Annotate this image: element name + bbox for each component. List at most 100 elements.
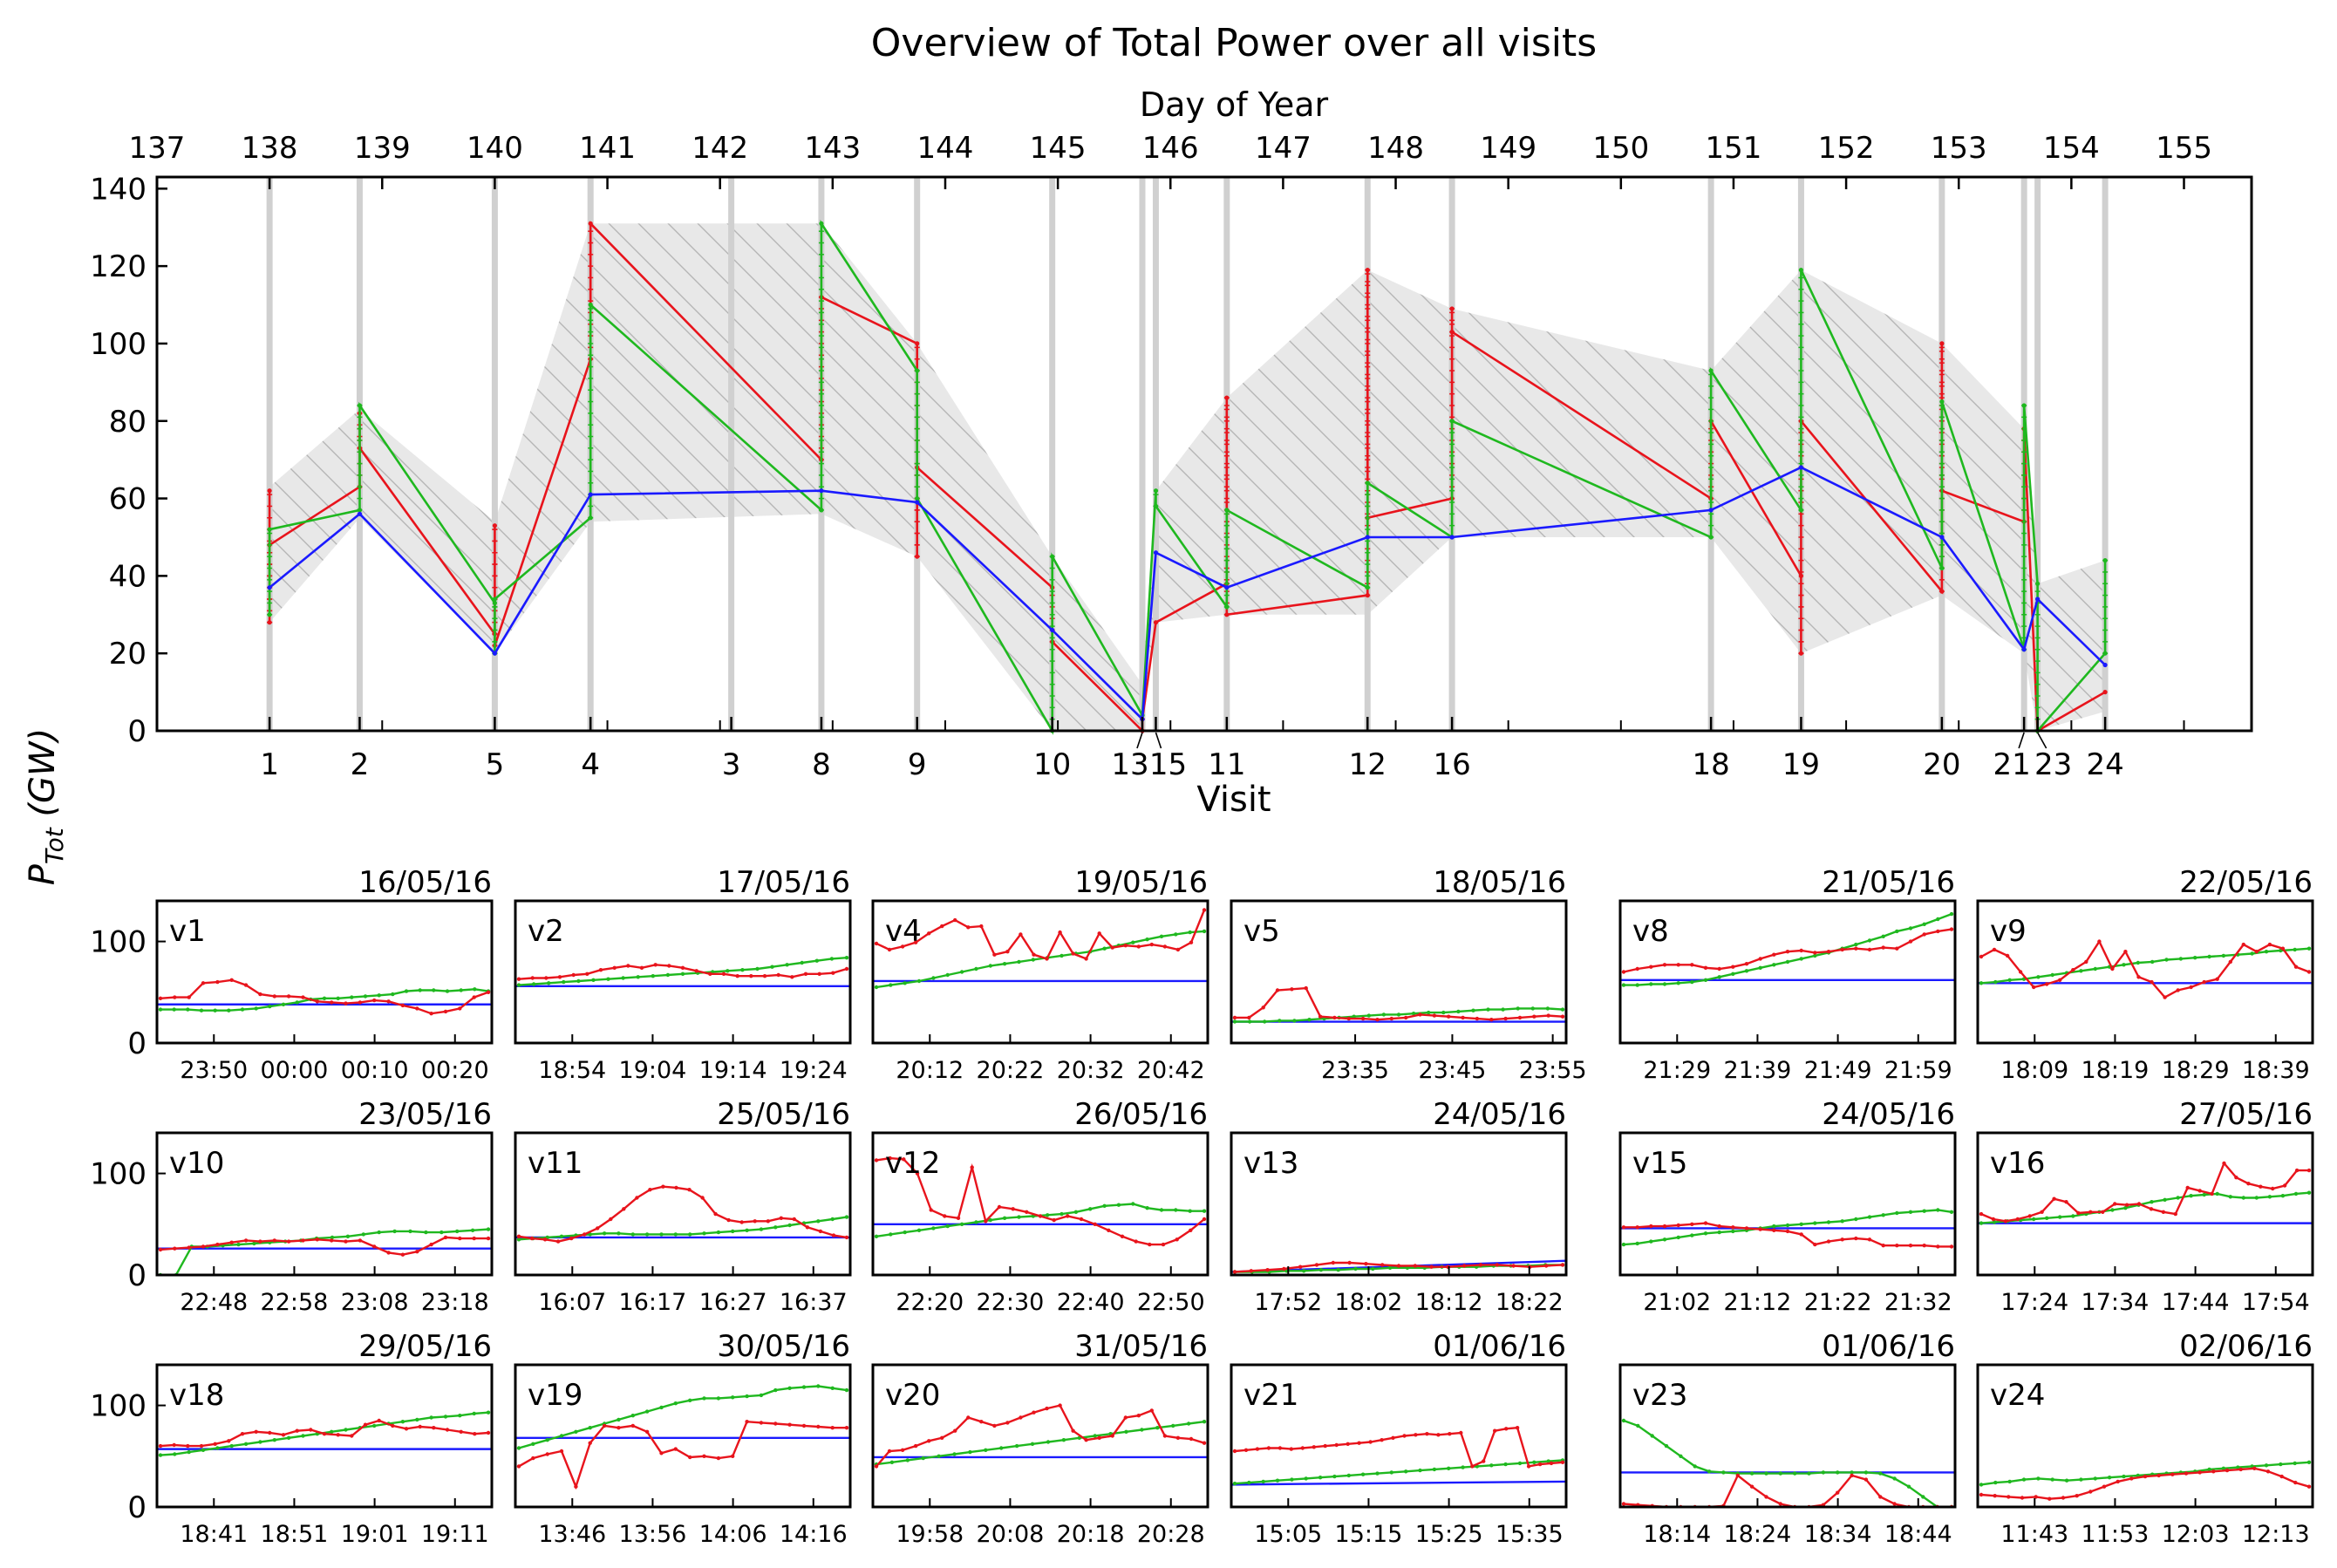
data-point-red <box>1153 620 1159 625</box>
data-point-green <box>916 978 922 984</box>
data-point-red <box>583 1232 587 1237</box>
data-point-green <box>361 1232 365 1237</box>
data-point-green <box>644 1232 650 1237</box>
subplot-visit-label: v1 <box>169 914 206 949</box>
subplot-x-tick-label: 23:35 <box>1321 1057 1389 1084</box>
data-point-green <box>2093 1476 2097 1481</box>
subplot-frame <box>155 899 494 1045</box>
subplot-v15: v15 24/05/16 21:02 21:12 21:22 21:32 <box>1618 1097 1957 1316</box>
subplot-visit-label: v5 <box>1243 914 1280 949</box>
data-point-red <box>1840 947 1844 952</box>
data-point-green <box>1649 982 1653 986</box>
data-point-red <box>473 1432 477 1436</box>
data-point-green <box>968 1449 972 1455</box>
data-point-red <box>1979 1211 1984 1217</box>
subplot-date: 24/05/16 <box>1822 1097 1955 1132</box>
data-point-red <box>773 1421 778 1426</box>
data-point-green <box>816 1384 821 1388</box>
data-point-red <box>400 1252 405 1257</box>
series-line-green <box>876 1421 1205 1466</box>
data-point-green <box>1793 1471 1797 1476</box>
data-point-red <box>1772 1228 1776 1233</box>
data-point-red <box>2045 982 2049 986</box>
subplot-x-tick-label: 18:39 <box>2242 1057 2310 1084</box>
data-point-red <box>1459 1430 1463 1435</box>
subplot-x-tick-label: 17:52 <box>1254 1289 1322 1316</box>
subplot-date: 25/05/16 <box>717 1097 850 1132</box>
y-tick-label: 80 <box>109 405 146 440</box>
data-point-red <box>158 996 163 1001</box>
data-point-red <box>1278 1446 1283 1450</box>
data-point-green <box>2254 1196 2259 1200</box>
data-point-red <box>900 1448 905 1453</box>
data-point-red <box>1052 1217 1056 1223</box>
data-point-red <box>268 1430 272 1435</box>
data-point-red <box>1758 1227 1762 1231</box>
data-point-red <box>286 994 291 999</box>
data-point-red <box>415 1250 419 1254</box>
data-point-red <box>702 1454 706 1459</box>
doy-tick-label: 141 <box>579 131 636 166</box>
data-point-red <box>2265 1469 2271 1474</box>
data-point-red <box>286 1239 291 1244</box>
data-point-green <box>952 1452 957 1456</box>
data-point-green <box>201 1448 206 1453</box>
subplot-x-tick-label: 19:58 <box>896 1521 964 1548</box>
subplot-x-tick-label: 17:44 <box>2162 1289 2230 1316</box>
data-point-green <box>2306 1190 2312 1195</box>
data-point-green <box>636 975 640 979</box>
data-point-red <box>2293 1480 2298 1485</box>
subplot-x-tick-label: 23:18 <box>421 1289 489 1316</box>
data-point-red <box>1312 1445 1317 1449</box>
data-point-green <box>531 1442 535 1447</box>
doy-tick-label: 145 <box>1030 131 1087 166</box>
data-point-red <box>2215 977 2219 981</box>
data-point-green <box>1516 1006 1520 1011</box>
data-point-red <box>1058 1403 1062 1408</box>
subplot-visit-label: v18 <box>169 1378 224 1413</box>
data-point-red <box>673 1447 678 1451</box>
data-point-red <box>1189 1228 1193 1233</box>
data-point-green <box>2193 956 2197 960</box>
data-point-green <box>1799 957 1803 961</box>
series-line-green <box>1980 1461 2310 1486</box>
data-point-green <box>2123 1206 2128 1210</box>
data-point-red <box>612 965 617 971</box>
data-point-green <box>903 1230 907 1235</box>
data-point-red <box>1413 1264 1418 1268</box>
data-point-red <box>258 992 262 997</box>
data-point-red <box>1300 1446 1305 1450</box>
data-point-red <box>2116 1479 2120 1484</box>
data-point-green <box>1717 975 1721 979</box>
data-point-green <box>1441 1010 1446 1015</box>
data-point-green <box>2110 1208 2115 1212</box>
data-point-green <box>889 1232 893 1237</box>
subplot-x-tick-label: 13:56 <box>619 1521 687 1548</box>
data-point-green <box>773 1225 778 1230</box>
subplot-x-tick-label: 15:25 <box>1415 1521 1483 1548</box>
subplot-v18: v18 29/05/16 18:41 18:51 19:01 19:11 0 100 <box>90 1329 494 1548</box>
data-point-green <box>213 1008 217 1012</box>
data-point-red <box>1895 946 1899 951</box>
data-point-green <box>1979 1221 1984 1225</box>
subplot-date: 18/05/16 <box>1433 865 1566 900</box>
subplot-visit-label: v16 <box>1990 1146 2045 1181</box>
subplot-date: 21/05/16 <box>1822 865 1955 900</box>
data-point-green <box>974 1220 978 1224</box>
data-point-green <box>1017 1215 1021 1219</box>
data-point-red <box>1881 1244 1885 1248</box>
data-point-red <box>1892 1502 1897 1506</box>
subplot-date: 22/05/16 <box>2179 865 2313 900</box>
data-point-red <box>2071 968 2075 972</box>
subplot-x-tick-label: 16:17 <box>619 1289 687 1316</box>
data-point-red <box>2222 1161 2226 1166</box>
data-point-red <box>330 1238 334 1243</box>
data-point-red <box>915 1171 920 1176</box>
data-point-red <box>472 1236 476 1241</box>
data-point-red <box>659 1451 664 1456</box>
top-axis-label: Day of Year <box>1140 85 1329 124</box>
data-point-red <box>1992 947 1997 952</box>
series-line-red <box>1234 1426 1564 1469</box>
subplot-frame <box>1230 1363 1568 1509</box>
subplot-v13: v13 24/05/16 17:52 18:02 18:12 18:22 <box>1230 1097 1568 1316</box>
